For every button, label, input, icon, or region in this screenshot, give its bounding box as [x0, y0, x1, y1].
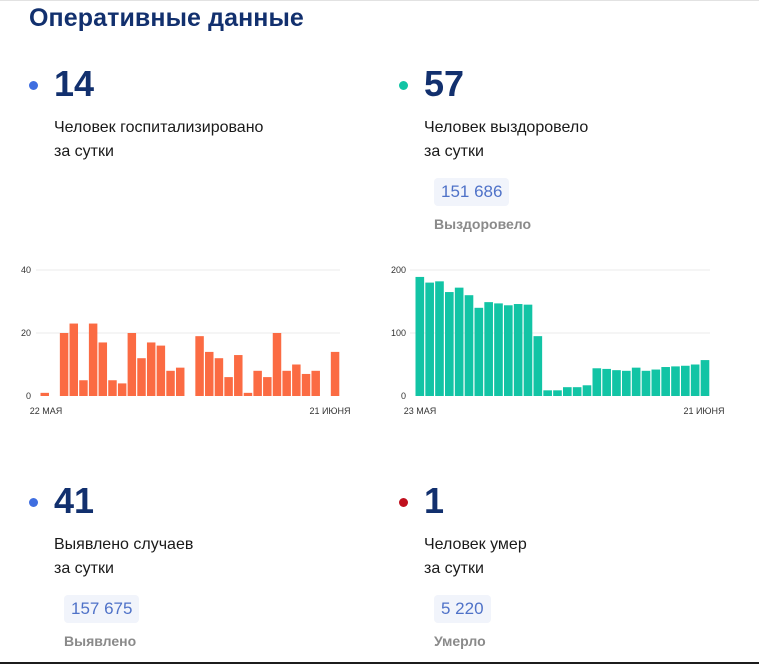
hospitalized-value: 14: [54, 63, 95, 104]
chart-bar: [494, 303, 503, 396]
chart-bar: [592, 368, 602, 396]
recovered-total-badge: 151 686: [434, 178, 510, 206]
y-tick-label: 0: [401, 391, 406, 401]
y-tick-label: 40: [21, 265, 31, 275]
chart-bar: [425, 282, 434, 396]
recovered-total-label: Выздоровело: [434, 216, 532, 232]
chart-bar: [79, 380, 88, 396]
x-end-label: 21 ИЮНЯ: [683, 406, 724, 416]
chart-bar: [253, 370, 262, 396]
chart-bar: [612, 370, 621, 396]
detected-total-label: Выявлено: [64, 633, 137, 649]
chart-bar: [464, 295, 474, 396]
x-end-label: 21 ИЮНЯ: [309, 406, 350, 416]
chart-bar: [195, 336, 204, 396]
recovered-value: 57: [424, 63, 465, 104]
hospitalized-line1: Человек госпитализировано: [54, 119, 264, 136]
chart-bar: [513, 304, 523, 396]
blue-dot-icon: [29, 498, 38, 507]
chart-bar: [282, 370, 291, 396]
top-divider: [0, 0, 759, 1]
detected-line2: за сутки: [54, 560, 114, 577]
hospitalized-chart: 0 20 40 22 МАЯ 21 ИЮНЯ: [21, 265, 351, 416]
chart-bar: [690, 364, 700, 396]
hospitalized-description: Человек госпитализировано за сутки: [54, 116, 263, 164]
chart-bar: [263, 377, 272, 396]
chart-bar: [127, 333, 137, 396]
y-tick-label: 200: [391, 265, 406, 275]
chart-bar: [156, 345, 166, 396]
chart-bar: [533, 336, 543, 396]
died-description: Человек умер за сутки: [424, 533, 527, 581]
chart-bar: [681, 365, 690, 396]
chart-bar: [59, 333, 69, 396]
chart-bar: [214, 358, 224, 396]
chart-bar: [146, 342, 156, 396]
chart-bar: [415, 276, 425, 396]
chart-bar: [661, 367, 670, 396]
teal-dot-icon: [399, 81, 408, 90]
detected-value: 41: [54, 480, 95, 521]
chart-bar: [98, 342, 108, 396]
chart-bar: [88, 323, 98, 396]
chart-bar: [117, 383, 127, 396]
recovered-chart: 0 100 200 23 МАЯ 21 ИЮНЯ: [391, 265, 725, 416]
detected-total-badge: 157 675: [64, 595, 140, 623]
recovered-description: Человек выздоровело за сутки: [424, 116, 588, 164]
chart-bar: [454, 287, 464, 396]
died-total-label: Умерло: [434, 633, 486, 649]
chart-bar: [205, 351, 214, 396]
chart-bar: [700, 360, 710, 396]
blue-dot-icon: [29, 81, 38, 90]
chart-bar: [243, 392, 253, 396]
chart-bar: [330, 351, 340, 396]
chart-bar: [292, 364, 301, 396]
chart-bar: [175, 367, 185, 396]
chart-bar: [137, 358, 146, 396]
chart-bar: [543, 390, 552, 396]
chart-bar: [504, 305, 513, 396]
chart-bar: [572, 387, 582, 396]
chart-bar: [474, 307, 484, 396]
chart-bar: [582, 385, 592, 396]
hospitalized-line2: за сутки: [54, 143, 114, 160]
detected-line1: Выявлено случаев: [54, 536, 194, 553]
died-line1: Человек умер: [424, 536, 527, 553]
chart-bar: [445, 292, 454, 396]
bottom-divider: [0, 662, 759, 664]
chart-bar: [563, 387, 572, 396]
chart-bar: [651, 369, 661, 396]
chart-bar: [553, 390, 562, 396]
chart-bar: [631, 367, 641, 396]
chart-bar: [272, 333, 282, 396]
recovered-line1: Человек выздоровело: [424, 119, 589, 136]
died-total-badge: 5 220: [434, 595, 491, 623]
chart-bar: [224, 377, 233, 396]
died-value: 1: [424, 480, 445, 521]
page-title: Оперативные данные: [29, 4, 304, 32]
chart-bar: [40, 392, 49, 396]
chart-bar: [301, 373, 311, 396]
y-tick-label: 0: [26, 391, 31, 401]
chart-bar: [166, 370, 175, 396]
chart-bar: [484, 302, 493, 396]
red-dot-icon: [399, 498, 408, 507]
detected-description: Выявлено случаев за сутки: [54, 533, 193, 581]
chart-bar: [671, 366, 680, 396]
x-start-label: 22 МАЯ: [30, 406, 63, 416]
chart-bar: [69, 323, 79, 396]
chart-bar: [435, 281, 444, 396]
chart-bar: [523, 304, 533, 396]
recovered-line2: за сутки: [424, 143, 484, 160]
chart-bar: [641, 370, 651, 396]
y-tick-label: 100: [391, 328, 406, 338]
chart-bar: [602, 368, 611, 396]
chart-bar: [108, 380, 117, 396]
chart-bar: [622, 370, 631, 396]
chart-bar: [311, 370, 320, 396]
chart-bar: [234, 355, 243, 396]
y-tick-label: 20: [21, 328, 31, 338]
x-start-label: 23 МАЯ: [404, 406, 437, 416]
died-line2: за сутки: [424, 560, 484, 577]
